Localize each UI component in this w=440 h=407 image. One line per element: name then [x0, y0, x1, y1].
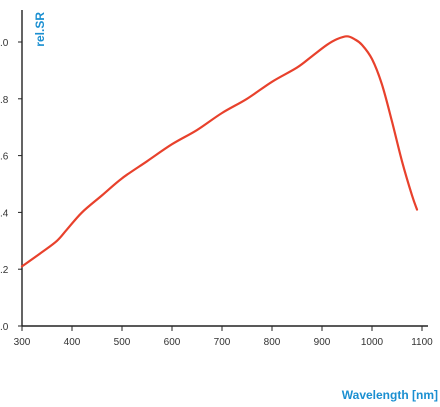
y-tick-label: .0: [0, 38, 9, 49]
y-tick-label: .2: [0, 265, 9, 276]
y-tick-label: .8: [0, 95, 9, 106]
axes: [21, 10, 428, 327]
x-axis-ticks: 300 400 500 600 700 800 900 1000 1100: [14, 326, 433, 348]
y-tick-label: .0: [0, 322, 9, 333]
y-tick-label: .4: [0, 208, 9, 219]
x-tick-label: 600: [164, 337, 181, 348]
series-line: [20, 35, 419, 268]
x-tick-label: 700: [214, 337, 231, 348]
x-axis-title: Wavelength [nm]: [342, 388, 438, 402]
y-tick-label: .6: [0, 152, 9, 163]
x-tick-label: 800: [264, 337, 281, 348]
x-tick-label: 400: [64, 337, 81, 348]
x-tick-label: 1000: [361, 337, 384, 348]
x-tick-label: 900: [314, 337, 331, 348]
x-tick-label: 300: [14, 337, 31, 348]
y-axis-title: rel.SR: [33, 12, 47, 47]
x-tick-label: 1100: [411, 337, 433, 348]
x-tick-label: 500: [114, 337, 131, 348]
y-axis-ticks: .0 .2 .4 .6 .8 .0: [0, 38, 22, 333]
